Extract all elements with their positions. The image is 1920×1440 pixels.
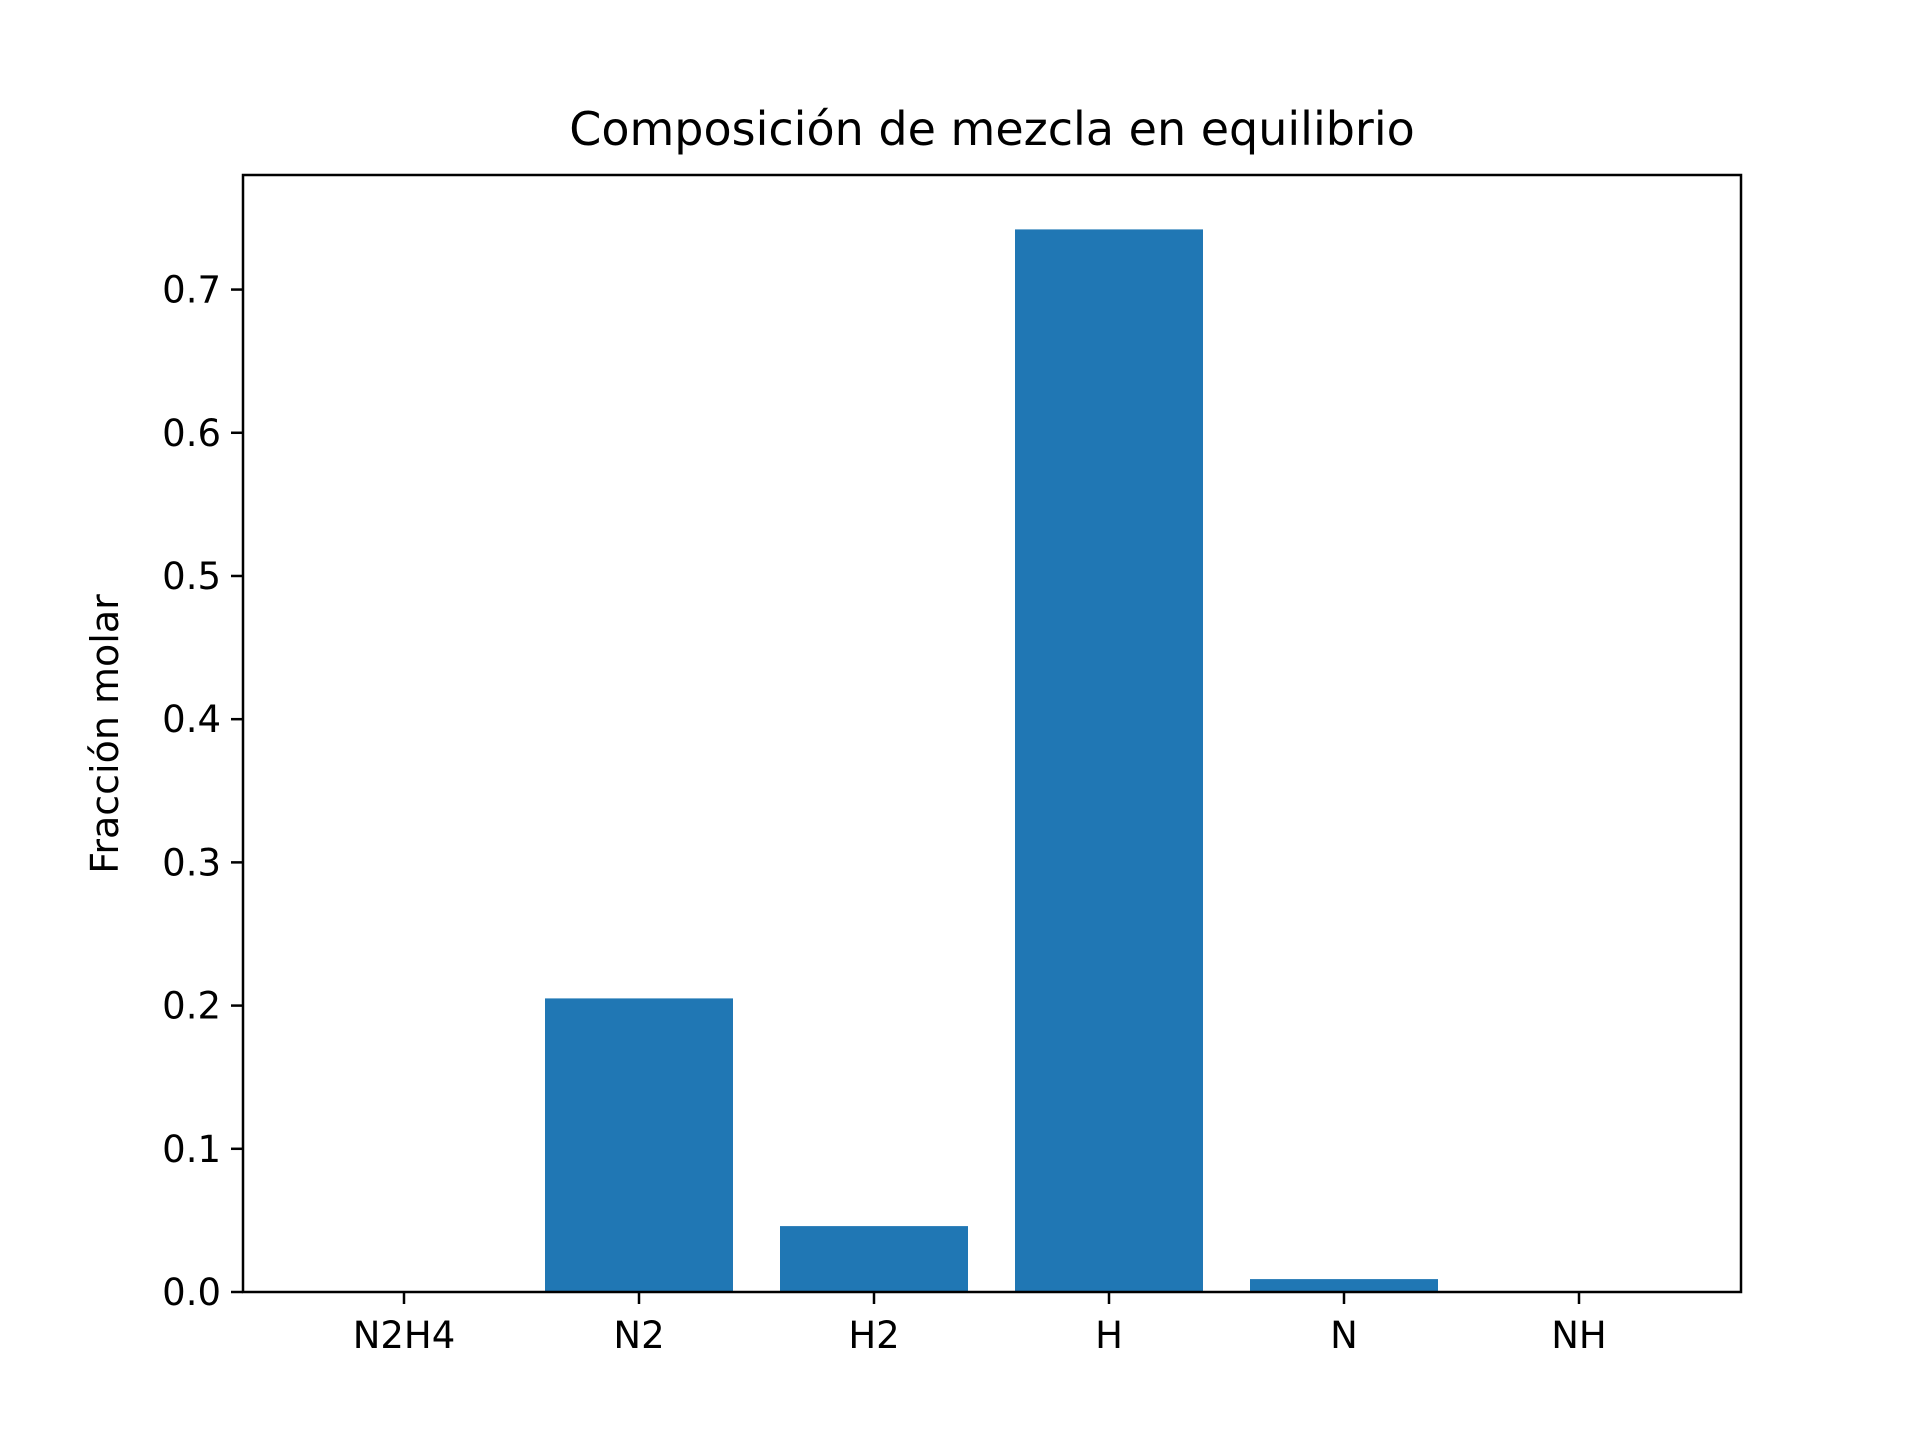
y-tick-label: 0.0	[162, 1271, 221, 1314]
y-ticks-group: 0.0 0.1 0.2 0.3 0.4 0.5 0.6 0.7	[162, 269, 243, 1314]
bar-n	[1250, 1279, 1438, 1292]
y-tick-label: 0.5	[162, 555, 221, 598]
x-ticks-group: N2H4 N2 H2 H N NH	[353, 1292, 1607, 1357]
y-tick-label: 0.2	[162, 985, 221, 1028]
y-axis-label: Fracción molar	[83, 594, 127, 874]
bar-h2	[780, 1226, 968, 1292]
x-tick-label: NH	[1551, 1314, 1607, 1357]
plot-frame	[241, 173, 1743, 1294]
y-tick-label: 0.6	[162, 412, 221, 455]
x-tick-label: H	[1095, 1314, 1123, 1357]
x-tick-label: N2H4	[353, 1314, 456, 1357]
x-tick-label: N	[1330, 1314, 1358, 1357]
y-tick-label: 0.7	[162, 269, 221, 312]
y-tick-label: 0.1	[162, 1128, 221, 1171]
bar-n2	[545, 998, 733, 1292]
bar-h	[1015, 229, 1203, 1292]
y-tick-label: 0.3	[162, 841, 221, 884]
bars-group	[545, 229, 1438, 1292]
chart-title: Composición de mezcla en equilibrio	[569, 102, 1415, 156]
y-tick-label: 0.4	[162, 698, 221, 741]
x-tick-label: N2	[613, 1314, 664, 1357]
x-tick-label: H2	[848, 1314, 899, 1357]
